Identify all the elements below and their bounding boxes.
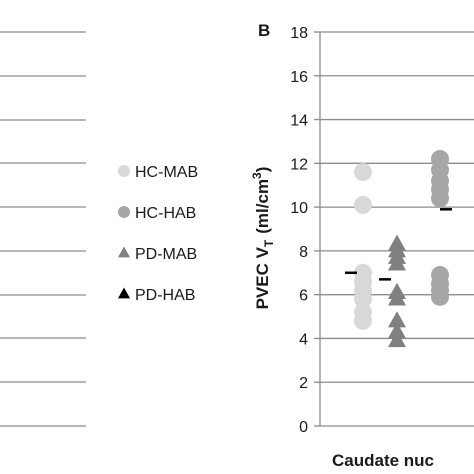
y-tick-labels: 0 2 4 6 8 10 12 14 16 18 [290,25,308,436]
legend-marker-pd-hab [118,287,130,299]
y-tick-label: 8 [299,244,308,261]
data-point-hc-mab [354,195,372,214]
y-tick-label: 0 [299,419,308,436]
y-axis-title-unit-close: ) [253,167,272,173]
legend-label-pd-mab: PD-MAB [135,246,197,263]
y-tick-label: 6 [299,288,308,305]
y-axis-title: PVEC VT (ml/cm3) [250,167,276,310]
legend-label-hc-mab: HC-MAB [135,164,198,181]
y-tick-label: 14 [290,113,308,130]
y-axis [314,31,321,427]
y-tick-label: 2 [299,375,308,392]
y-tick-label: 12 [290,156,308,173]
data-point-hc-hab [431,287,449,306]
data-point-pd-mab [388,289,406,306]
data-point-pd-mab [388,254,406,271]
data-point-pd-mab [388,322,406,339]
data-point-hc-mab [354,163,372,182]
panel-a-gridlines [0,31,86,427]
data-point-hc-mab [354,290,372,309]
y-tick-label: 4 [299,331,308,348]
y-tick-label: 18 [290,25,308,42]
data-point-hc-mab [354,311,372,330]
y-tick-label: 10 [290,200,308,217]
y-axis-title-subscript: T [262,239,276,247]
legend-label-pd-hab: PD-HAB [135,287,195,304]
panel-letter: B [258,21,270,40]
data-points [354,149,449,348]
y-gridlines [320,31,474,427]
y-axis-title-unit: (ml/cm [253,179,272,234]
legend-marker-hc-mab [118,165,130,177]
y-tick-label: 16 [290,69,308,86]
legend-label-hc-hab: HC-HAB [135,205,196,222]
y-axis-title-unit-superscript: 3 [250,172,264,179]
data-point-pd-mab [388,330,406,348]
x-category-label: Caudate nuc [332,451,434,470]
y-axis-title-main: PVEC V [253,246,272,309]
legend-marker-hc-hab [118,206,130,218]
legend-marker-pd-mab [118,246,130,258]
legend: HC-MAB HC-HAB PD-MAB PD-HAB [118,164,198,304]
mean-markers [345,208,452,281]
data-point-pd-mab [388,311,406,328]
data-point-hc-hab [431,189,449,208]
